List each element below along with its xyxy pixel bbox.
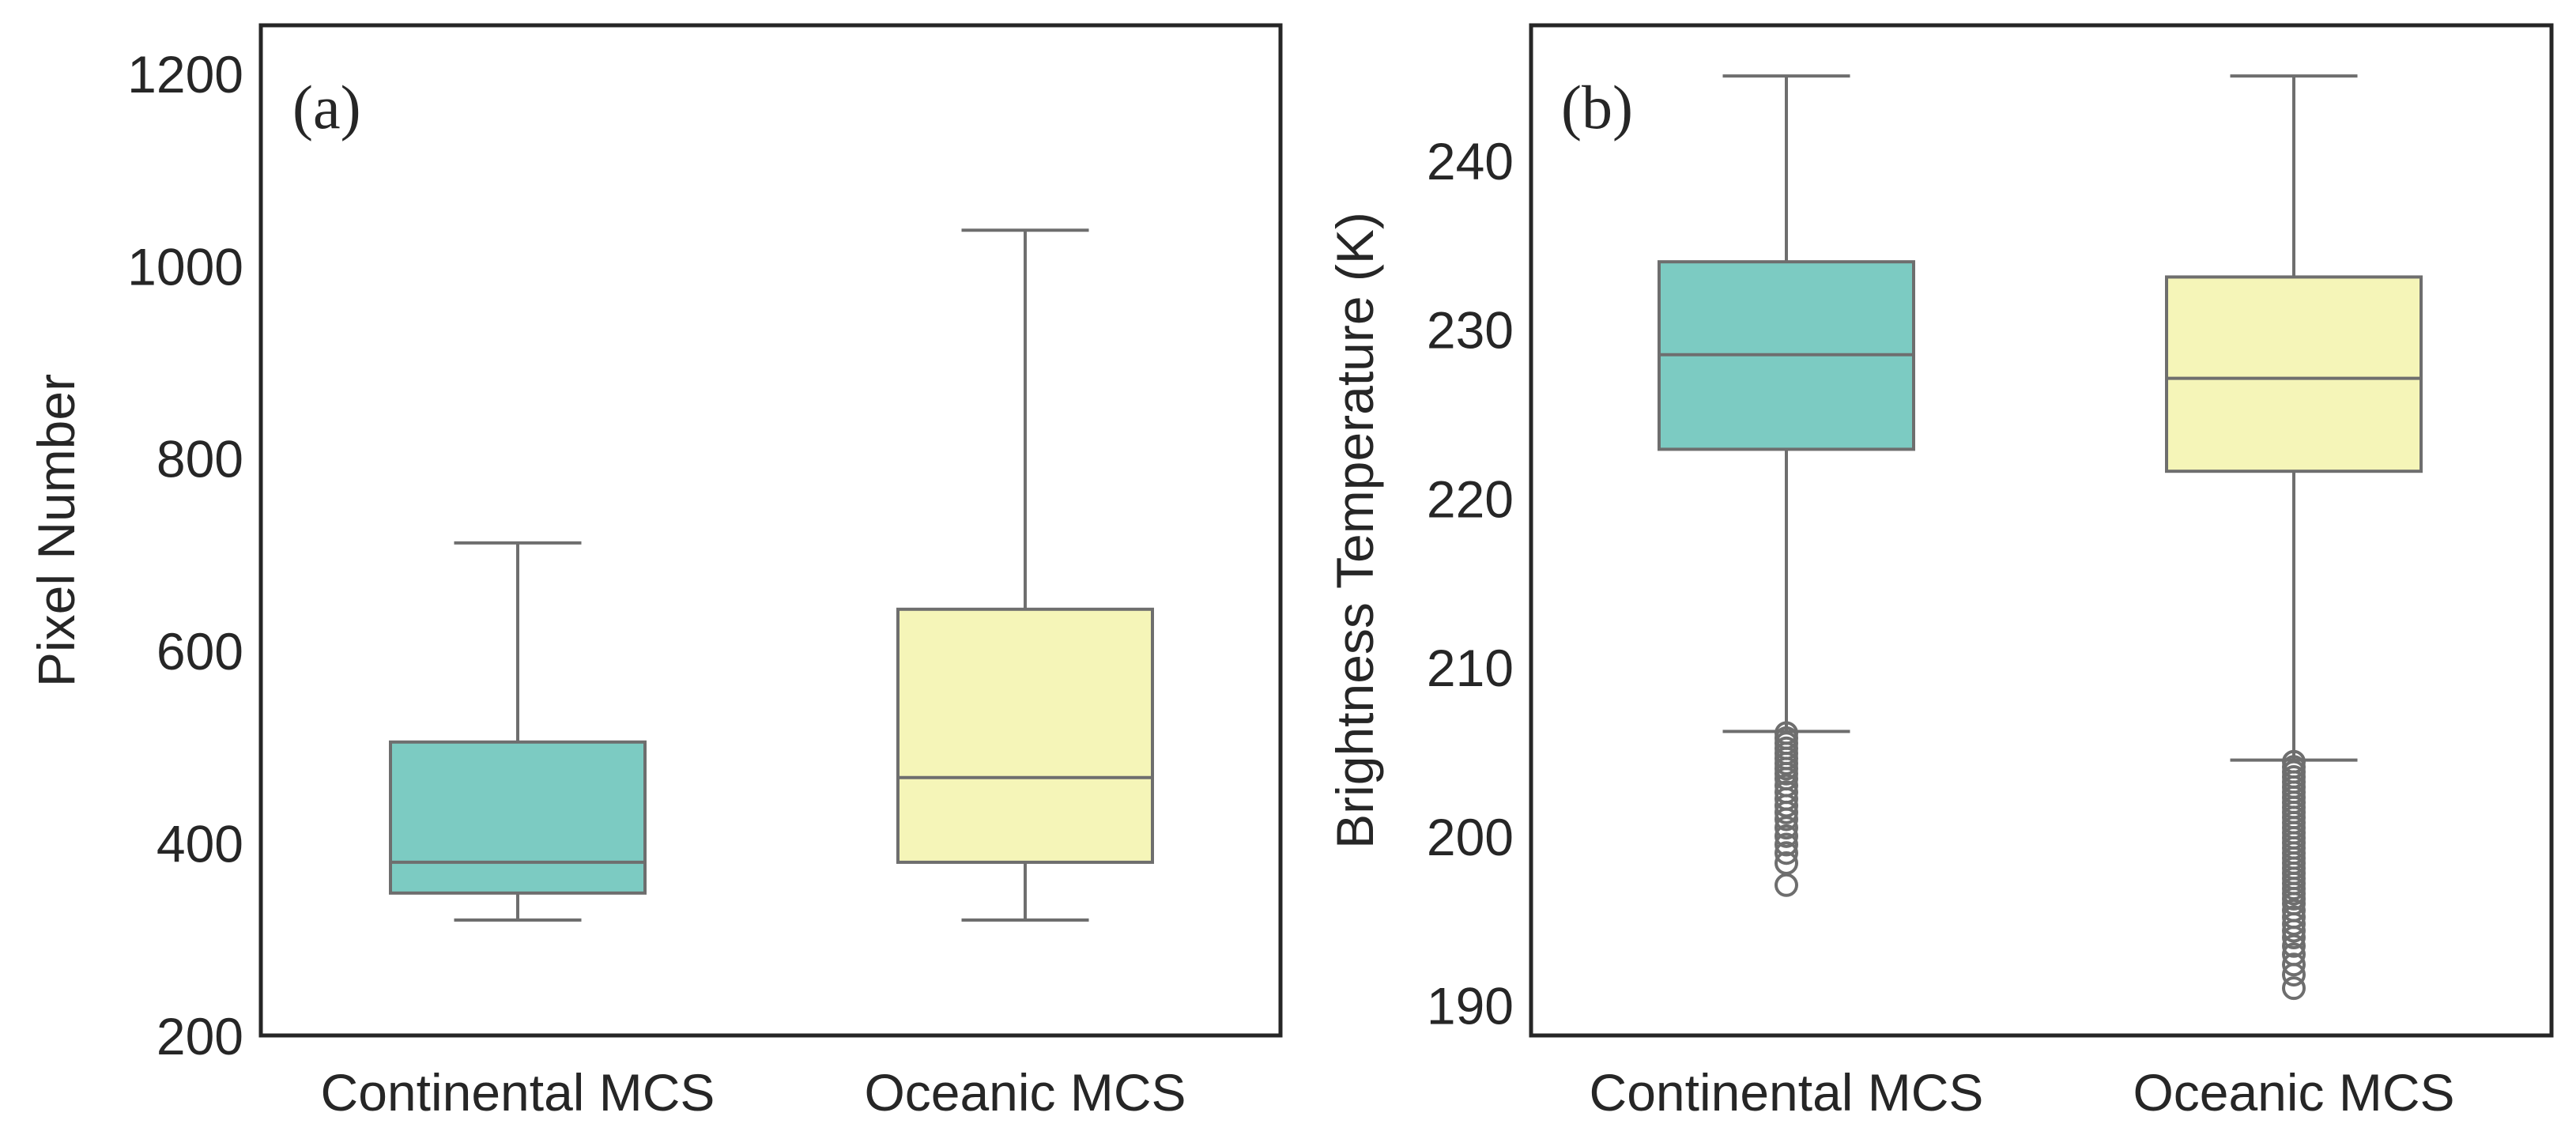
iqr-box: [2165, 275, 2423, 473]
x-tick-label: Continental MCS: [321, 1063, 715, 1122]
outlier-point: [2282, 933, 2306, 958]
panel-a: 200 400 600 800 1000 1200 Pixel Number Continen…: [27, 23, 1283, 1122]
box-oceanic: [2165, 74, 2423, 1001]
panel-b: 190 200 210 220 230 240 Brightness Temperature…: [1326, 23, 2554, 1122]
y-tick-label: 1200: [127, 45, 243, 104]
y-axis-label: Pixel Number: [27, 374, 85, 687]
outlier-point: [2282, 976, 2306, 1001]
y-tick-label: 1000: [127, 237, 243, 296]
y-tick-label: 230: [1427, 301, 1514, 360]
y-tick-label: 400: [157, 815, 243, 873]
outlier-point: [1775, 824, 1798, 848]
iqr-box: [389, 740, 647, 895]
outlier-point: [1775, 841, 1798, 866]
iqr-box: [896, 607, 1154, 864]
panel-label: (a): [292, 73, 361, 141]
outlier-point: [2282, 926, 2306, 950]
x-tick-label: Oceanic MCS: [864, 1063, 1186, 1122]
y-axis-label: Brightness Temperature (K): [1326, 212, 1384, 849]
box-continental: [1658, 74, 1915, 897]
outlier-point: [1775, 832, 1798, 857]
outlier-point: [2282, 963, 2306, 987]
y-tick-label: 190: [1427, 977, 1514, 1035]
outlier-point: [1775, 807, 1798, 832]
outlier-point: [2282, 918, 2306, 943]
outlier-point: [2282, 952, 2306, 977]
plot-frame: [258, 23, 1283, 1038]
box-continental: [389, 541, 647, 922]
plot-frame: [1529, 23, 2554, 1038]
y-tick-label: 240: [1427, 132, 1514, 190]
x-tick-label: Continental MCS: [1590, 1063, 1984, 1122]
y-tick-label: 210: [1427, 639, 1514, 697]
y-tick-label: 200: [157, 1007, 243, 1065]
outlier-point: [1775, 800, 1798, 824]
x-tick-label: Oceanic MCS: [2133, 1063, 2454, 1122]
outlier-point: [1775, 873, 1798, 897]
panel-label: (b): [1561, 73, 1633, 141]
y-tick-label: 200: [1427, 808, 1514, 866]
box-oceanic: [896, 228, 1154, 922]
y-tick-label: 800: [157, 430, 243, 488]
y-tick-label: 220: [1427, 470, 1514, 528]
y-tick-label: 600: [157, 622, 243, 681]
outlier-point: [1775, 816, 1798, 840]
